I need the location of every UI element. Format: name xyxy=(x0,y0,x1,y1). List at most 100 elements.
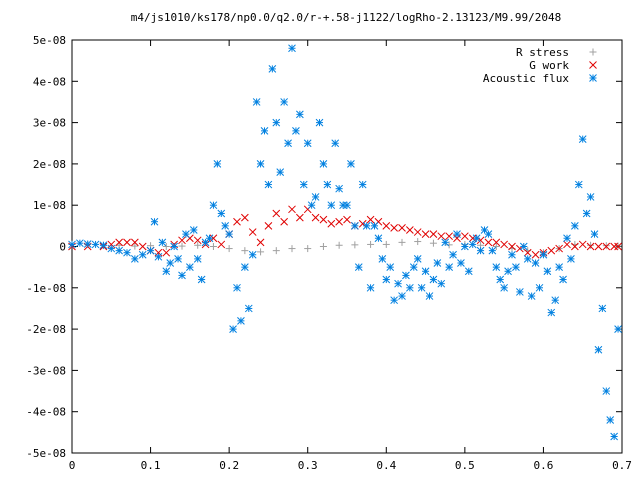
data-point xyxy=(335,241,343,249)
data-point xyxy=(453,230,461,238)
data-point xyxy=(256,238,265,247)
data-point xyxy=(123,248,131,257)
data-point xyxy=(315,118,324,127)
data-point xyxy=(276,168,285,177)
data-point xyxy=(288,44,296,53)
data-point xyxy=(162,248,171,257)
data-point xyxy=(394,279,402,288)
data-point xyxy=(614,325,622,333)
data-point xyxy=(406,226,414,234)
data-point xyxy=(351,221,359,230)
data-point xyxy=(343,215,351,224)
data-point xyxy=(189,226,198,234)
data-point xyxy=(571,221,579,230)
y-tick-label: -5e-08 xyxy=(26,447,66,460)
data-point xyxy=(327,201,336,210)
data-point xyxy=(209,201,218,210)
plot-area xyxy=(71,39,623,454)
data-point xyxy=(484,238,493,247)
data-point xyxy=(83,240,92,248)
data-point xyxy=(174,255,182,263)
y-tick-label: 0 xyxy=(59,241,66,254)
data-point xyxy=(547,308,556,317)
data-point xyxy=(594,345,603,354)
y-tick-label: 2e-08 xyxy=(33,158,66,171)
data-point xyxy=(303,139,312,148)
data-point xyxy=(421,267,430,276)
data-point xyxy=(500,240,508,249)
data-point xyxy=(464,267,473,276)
data-point xyxy=(433,259,442,267)
y-tick-label: -3e-08 xyxy=(26,364,66,377)
data-point xyxy=(178,242,186,250)
data-point xyxy=(429,275,438,284)
data-point xyxy=(257,248,265,256)
data-point xyxy=(123,238,131,247)
x-tick-label: 0 xyxy=(69,459,76,472)
data-point xyxy=(264,180,273,189)
data-point xyxy=(461,232,469,241)
data-point xyxy=(445,241,453,249)
data-point xyxy=(319,243,327,250)
data-point xyxy=(296,213,304,222)
data-point xyxy=(457,259,465,267)
data-point xyxy=(197,275,206,284)
data-point xyxy=(578,240,587,249)
data-point xyxy=(166,259,175,267)
data-point xyxy=(292,127,300,135)
data-point xyxy=(406,283,414,292)
data-point xyxy=(107,244,116,253)
data-point xyxy=(366,283,375,292)
y-tick-label: 1e-08 xyxy=(33,199,66,212)
data-point xyxy=(551,296,560,305)
data-point xyxy=(508,242,516,251)
data-point xyxy=(264,221,273,230)
data-point xyxy=(138,242,147,251)
y-tick-label: 5e-08 xyxy=(33,34,66,47)
data-point xyxy=(409,263,418,272)
data-point xyxy=(307,201,316,210)
data-point xyxy=(527,292,536,300)
data-point xyxy=(582,209,591,218)
data-point xyxy=(449,250,457,259)
data-point xyxy=(398,224,406,232)
y-tick-label: -1e-08 xyxy=(26,282,66,295)
data-point xyxy=(296,110,304,119)
legend-marker xyxy=(589,48,597,56)
data-point xyxy=(468,234,477,243)
data-point xyxy=(178,236,186,245)
series-r-stress xyxy=(68,238,622,257)
data-point xyxy=(421,230,430,238)
data-point xyxy=(288,205,296,214)
data-point xyxy=(586,242,595,251)
axis-ticks xyxy=(71,39,623,454)
data-point xyxy=(115,246,123,255)
data-point xyxy=(244,304,253,313)
data-point xyxy=(590,230,599,238)
data-point xyxy=(205,234,214,243)
data-point xyxy=(413,228,422,236)
data-point xyxy=(162,243,170,250)
series-acoustic-flux xyxy=(68,44,622,441)
data-point xyxy=(272,118,281,127)
data-point xyxy=(586,193,595,201)
data-point xyxy=(378,255,387,263)
data-point xyxy=(280,98,288,106)
data-point xyxy=(154,252,163,261)
data-point xyxy=(319,215,328,224)
data-point xyxy=(390,296,398,305)
data-point xyxy=(571,242,579,251)
data-point xyxy=(555,263,563,272)
y-tick-label: -2e-08 xyxy=(26,323,66,336)
data-point xyxy=(425,292,434,300)
data-point xyxy=(248,228,257,236)
legend-label: Acoustic flux xyxy=(483,72,569,85)
data-point xyxy=(358,180,367,189)
data-point xyxy=(398,238,406,246)
data-point xyxy=(543,267,552,276)
data-point xyxy=(563,234,571,243)
data-point xyxy=(602,242,610,250)
data-point xyxy=(488,246,497,255)
data-point xyxy=(531,250,540,259)
